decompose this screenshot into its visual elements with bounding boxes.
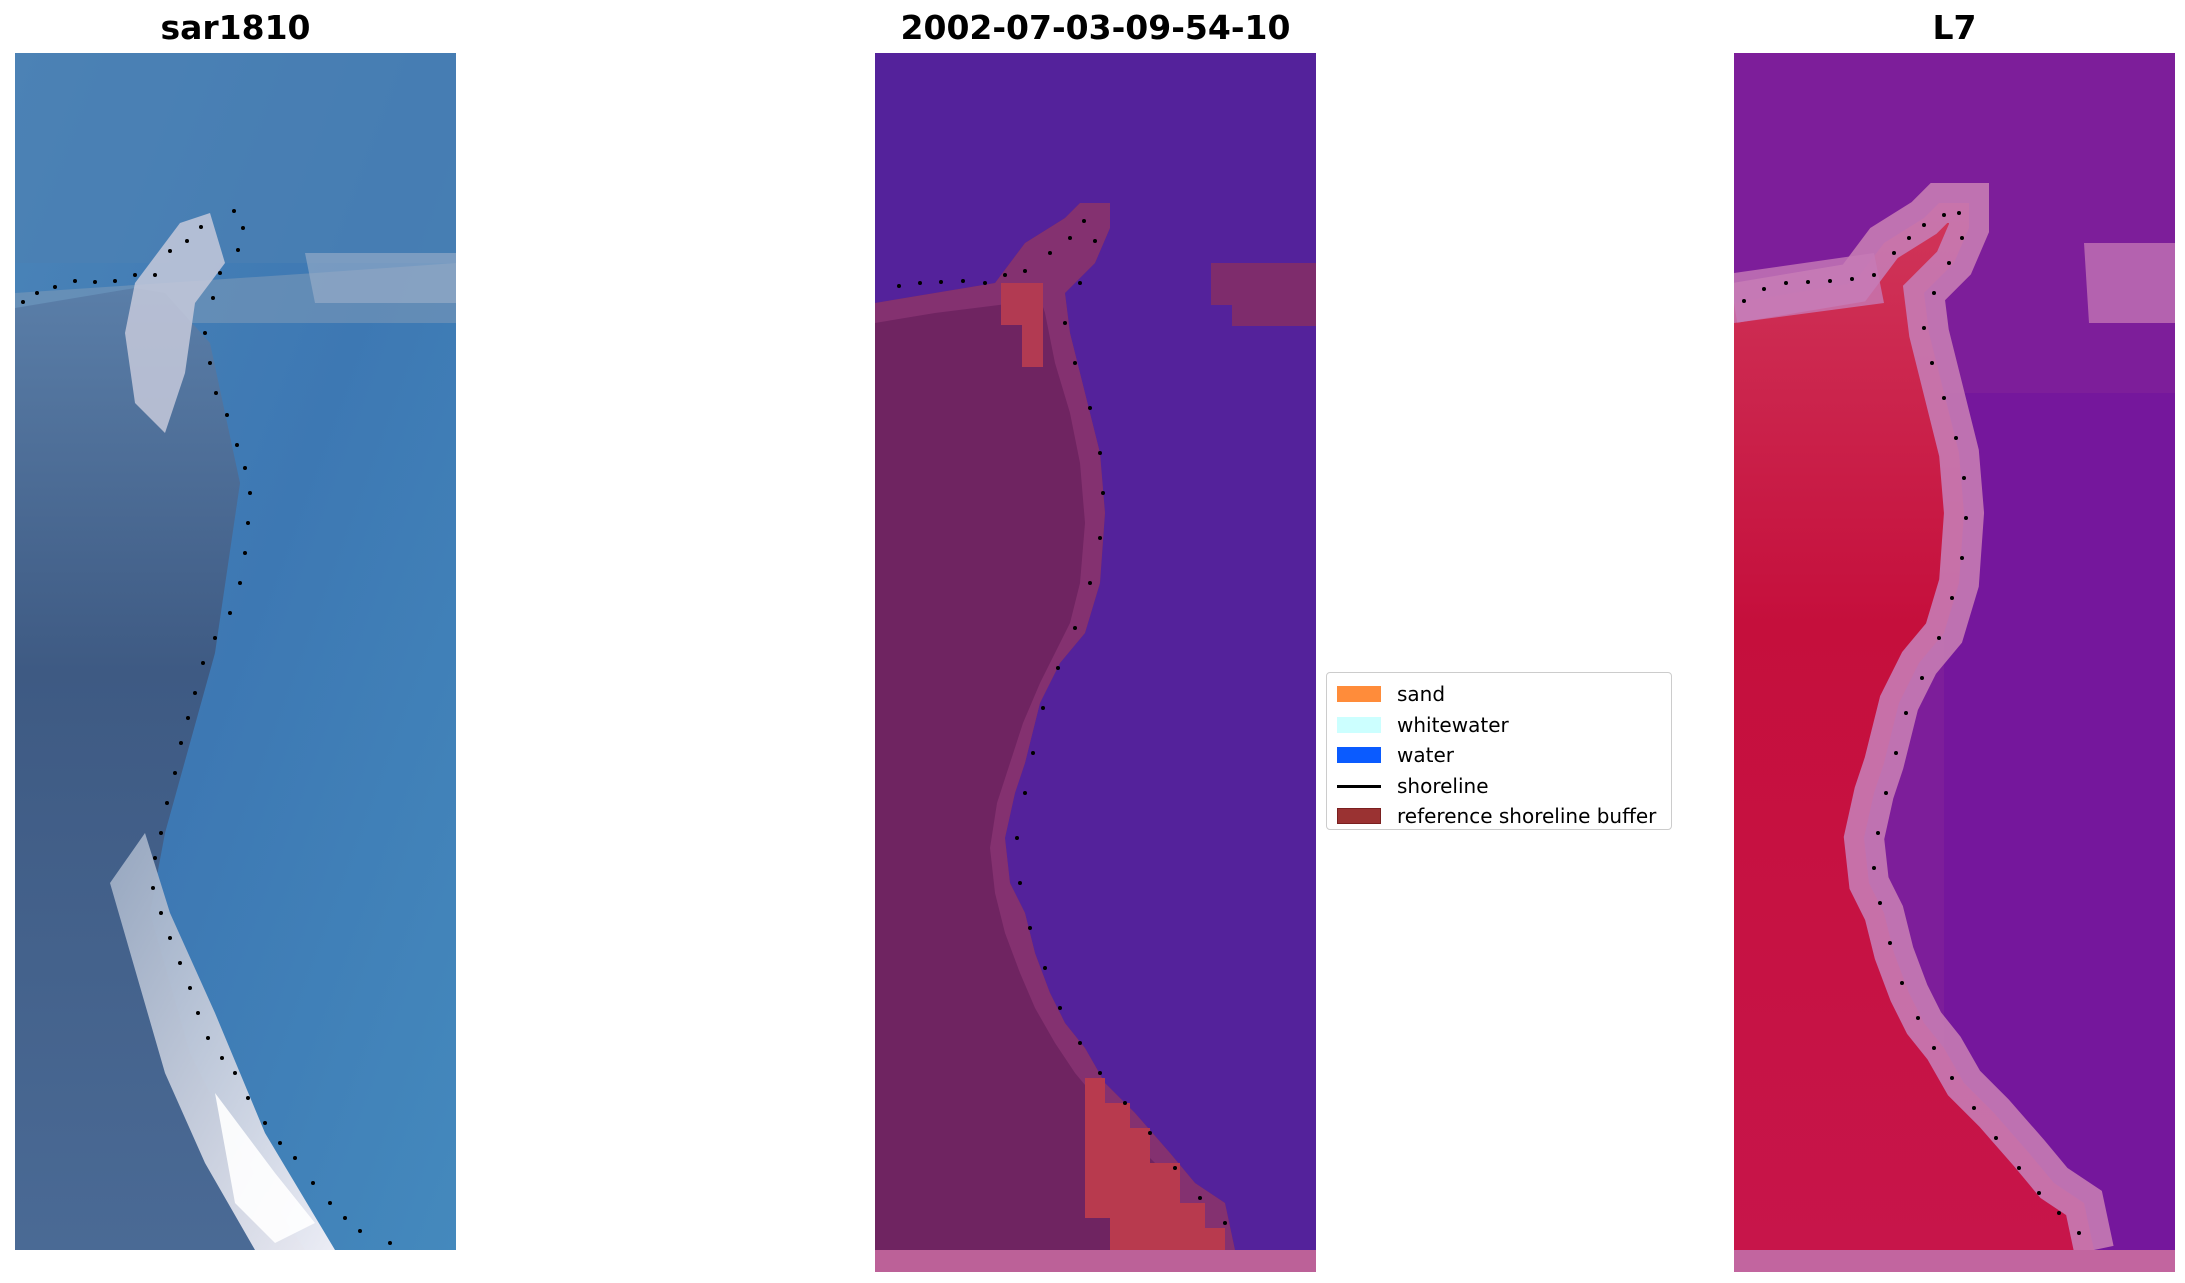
legend-item-reference-buffer: reference shoreline buffer xyxy=(1337,801,1661,832)
classification-panel xyxy=(875,53,1316,1272)
water-swatch xyxy=(1337,747,1381,764)
panel-title-rgb: sar1810 xyxy=(160,8,311,47)
legend-label-reference-buffer: reference shoreline buffer xyxy=(1397,804,1657,829)
whitewater-swatch xyxy=(1337,716,1381,733)
legend-item-water: water xyxy=(1337,740,1661,771)
legend: sand whitewater water shoreline referenc… xyxy=(1326,672,1672,830)
legend-label-whitewater: whitewater xyxy=(1397,712,1509,737)
panel-title-infrared: L7 xyxy=(1932,8,1977,47)
shoreline-dots-rgb xyxy=(21,209,392,1245)
panel-title-classification: 2002-07-03-09-54-10 xyxy=(900,8,1291,47)
shoreline-dots-classification xyxy=(897,219,1227,1225)
legend-label-shoreline: shoreline xyxy=(1397,773,1489,798)
infrared-image xyxy=(1734,53,2175,1272)
reference-buffer-swatch xyxy=(1337,808,1381,825)
rgb-image-panel xyxy=(15,53,456,1250)
infrared-image-panel xyxy=(1734,53,2175,1272)
legend-item-whitewater: whitewater xyxy=(1337,710,1661,741)
classification-image xyxy=(875,53,1316,1272)
legend-label-water: water xyxy=(1397,743,1454,768)
legend-label-sand: sand xyxy=(1397,682,1446,707)
legend-item-shoreline: shoreline xyxy=(1337,771,1661,802)
sand-swatch xyxy=(1337,686,1381,703)
rgb-image xyxy=(15,53,456,1250)
shoreline-dots-infrared xyxy=(1742,211,2081,1235)
legend-item-sand: sand xyxy=(1337,679,1661,710)
shoreline-line-icon xyxy=(1337,778,1381,794)
